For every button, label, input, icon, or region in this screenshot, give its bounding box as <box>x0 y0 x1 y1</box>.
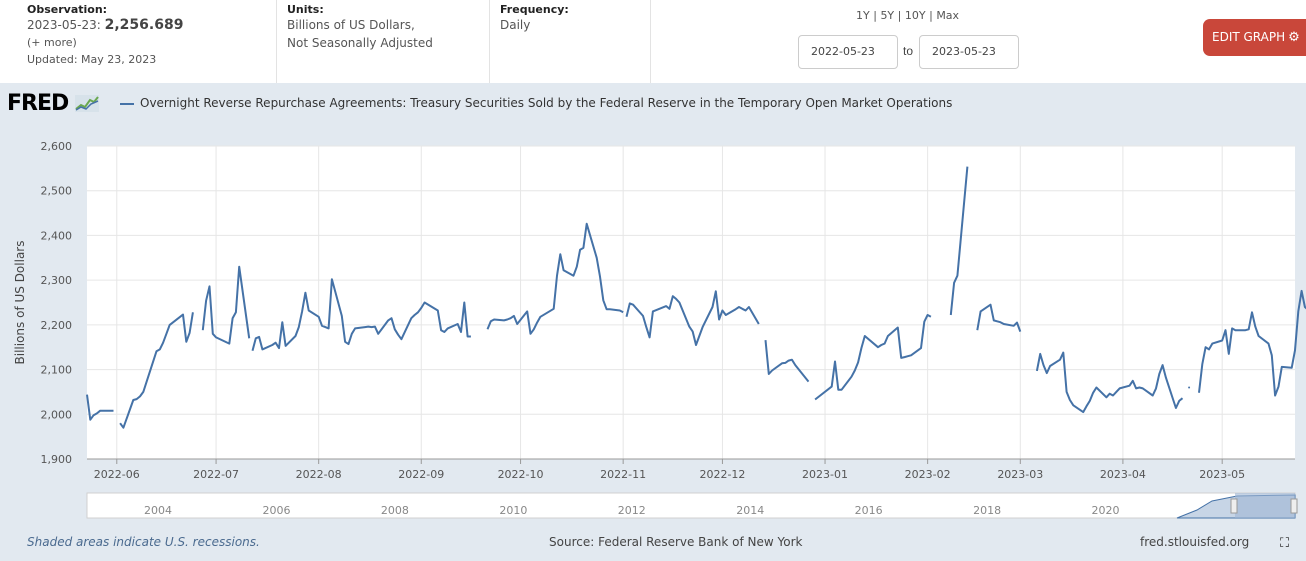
observation-label: Observation: <box>27 3 108 16</box>
observation-line: 2023-05-23: 2,256.689 <box>27 16 276 34</box>
series-line <box>814 314 932 401</box>
y-tick-label: 2,500 <box>41 185 73 198</box>
range-separator: | <box>873 9 877 22</box>
x-tick-label: 2022-12 <box>699 468 745 481</box>
legend-line-swatch <box>120 102 134 105</box>
navigator-label: 2010 <box>499 504 527 517</box>
x-tick-label: 2022-07 <box>193 468 239 481</box>
units-line-2: Not Seasonally Adjusted <box>287 36 433 50</box>
y-tick-label: 2,200 <box>41 319 73 332</box>
series-line <box>86 394 114 421</box>
fred-logo-text: FRED <box>7 91 69 116</box>
observation-date: 2023-05-23: <box>27 18 101 32</box>
x-tick-label: 2023-04 <box>1100 468 1146 481</box>
x-tick-label: 2022-11 <box>600 468 646 481</box>
series-line <box>201 265 251 345</box>
fred-logo: FRED <box>7 91 99 116</box>
y-tick-label: 2,000 <box>41 408 73 421</box>
series-line <box>764 340 810 383</box>
x-tick-label: 2023-05 <box>1199 468 1245 481</box>
y-tick-label: 2,600 <box>41 140 73 153</box>
chart-area: 1,900 2,000 2,100 2,200 2,300 2,400 2,500 2,600… <box>13 140 1306 519</box>
range-10y-link[interactable]: 10Y <box>904 9 926 22</box>
updated-date: Updated: May 23, 2023 <box>27 53 157 66</box>
navigator-label: 2014 <box>736 504 764 517</box>
plot-background <box>87 146 1295 459</box>
series-line <box>119 312 194 429</box>
range-1y-link[interactable]: 1Y <box>856 9 870 22</box>
series-line <box>1035 351 1184 414</box>
y-tick-label: 2,100 <box>41 364 73 377</box>
navigator-label: 2006 <box>262 504 290 517</box>
navigator-label: 2004 <box>144 504 172 517</box>
units-panel: Units: Billions of US Dollars, Not Seaso… <box>277 0 490 83</box>
more-observations-link[interactable]: (+ more) <box>27 36 77 49</box>
edit-graph-button[interactable]: EDIT GRAPH ⚙ <box>1203 19 1306 56</box>
fred-logo-chart-icon <box>74 95 99 112</box>
navigator-label: 2018 <box>973 504 1001 517</box>
units-label: Units: <box>287 3 324 16</box>
range-links: 1Y | 5Y | 10Y | Max <box>856 9 959 22</box>
edit-graph-label: EDIT GRAPH <box>1212 30 1286 44</box>
series-line <box>949 166 969 316</box>
y-tick-label: 1,900 <box>41 453 73 466</box>
frequency-panel: Frequency: Daily <box>490 0 651 83</box>
x-tick-label: 2023-01 <box>802 468 848 481</box>
source-note: Source: Federal Reserve Bank of New York <box>549 535 803 549</box>
date-to-label: to <box>903 44 914 58</box>
y-tick-label: 2,300 <box>41 274 73 287</box>
fullscreen-icon[interactable]: ⛶ <box>1280 535 1290 550</box>
series-line <box>251 278 471 352</box>
y-axis-label: Billions of US Dollars <box>13 241 27 365</box>
start-date-input[interactable]: 2022-05-23 <box>798 35 898 69</box>
chart-legend: Overnight Reverse Repurchase Agreements:… <box>120 96 952 110</box>
legend-series-name: Overnight Reverse Repurchase Agreements:… <box>140 96 953 110</box>
units-line-1: Billions of US Dollars, <box>287 18 415 32</box>
series-point <box>1188 386 1191 389</box>
range-separator: | <box>929 9 933 22</box>
navigator-label: 2016 <box>855 504 883 517</box>
frequency-label: Frequency: <box>500 3 569 16</box>
navigator-label: 2008 <box>381 504 409 517</box>
series-line <box>625 290 760 346</box>
series-line <box>976 303 1022 332</box>
range-separator: | <box>897 9 902 22</box>
navigator-selection <box>1235 493 1295 518</box>
x-tick-label: 2022-08 <box>296 468 342 481</box>
observation-panel: Observation: 2023-05-23: 2,256.689 (+ mo… <box>0 0 277 83</box>
end-date-input[interactable]: 2023-05-23 <box>919 35 1019 69</box>
frequency-value: Daily <box>500 18 531 32</box>
gear-icon: ⚙ <box>1288 30 1300 45</box>
navigator-label: 2012 <box>618 504 646 517</box>
x-tick-label: 2022-09 <box>398 468 444 481</box>
x-tick-label: 2022-06 <box>94 468 140 481</box>
navigator-label: 2020 <box>1092 504 1120 517</box>
recession-note: Shaded areas indicate U.S. recessions. <box>27 535 260 549</box>
x-tick-label: 2023-02 <box>905 468 951 481</box>
navigator-background <box>86 492 1296 519</box>
fred-url-link[interactable]: fred.stlouisfed.org <box>1140 535 1250 549</box>
series-line <box>1198 289 1306 397</box>
observation-value: 2,256.689 <box>104 17 184 33</box>
x-tick-label: 2022-10 <box>498 468 544 481</box>
range-5y-link[interactable]: 5Y <box>880 9 895 22</box>
navigator-right-handle <box>1290 498 1298 514</box>
navigator-left-handle <box>1230 498 1238 514</box>
y-tick-label: 2,400 <box>41 229 73 242</box>
header-bar: Observation: 2023-05-23: 2,256.689 (+ mo… <box>0 0 1306 83</box>
range-max-link[interactable]: Max <box>936 9 960 22</box>
series-line <box>486 222 624 335</box>
x-tick-label: 2023-03 <box>997 468 1043 481</box>
